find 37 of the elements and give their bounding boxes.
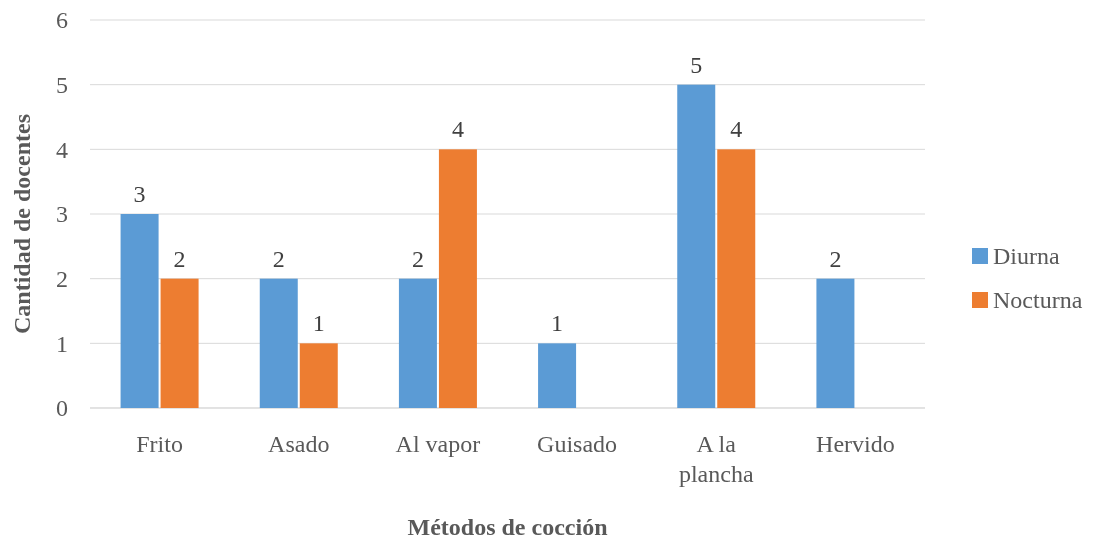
data-label: 1 [551, 310, 564, 337]
data-label: 2 [829, 245, 842, 272]
data-label: 4 [451, 116, 464, 143]
y-tick-label: 4 [56, 136, 68, 163]
bar [538, 343, 577, 408]
y-tick-label: 3 [56, 201, 68, 228]
bar [438, 149, 477, 408]
x-tick-label: Asado [268, 431, 330, 457]
bar [120, 214, 159, 408]
bar [677, 84, 716, 408]
y-tick-label: 2 [56, 266, 68, 293]
bar [259, 278, 298, 408]
data-label: 2 [272, 245, 285, 272]
x-tick-label: Hervido [816, 431, 895, 457]
bar [299, 343, 338, 408]
data-label: 5 [690, 51, 703, 78]
x-tick-label: Al vapor [395, 431, 481, 457]
y-tick-label: 1 [56, 330, 68, 357]
y-tick-label: 5 [56, 72, 68, 99]
legend-label: Diurna [993, 243, 1060, 270]
y-axis-title: Cantidad de docentes [9, 113, 35, 335]
x-axis-title: Métodos de cocción [407, 514, 608, 540]
y-tick-label: 6 [56, 7, 68, 34]
data-label: 2 [411, 245, 424, 272]
data-label: 2 [173, 245, 186, 272]
bar [398, 278, 437, 408]
bar [816, 278, 855, 408]
legend-label: Nocturna [993, 287, 1083, 314]
bar [160, 278, 199, 408]
data-label: 4 [730, 116, 743, 143]
x-tick-label: Frito [136, 431, 183, 457]
data-label: 1 [312, 310, 325, 337]
x-tick-label: A la plancha [678, 431, 754, 487]
x-tick-label: Guisado [537, 431, 618, 457]
bar [717, 149, 756, 408]
data-label: 3 [133, 181, 146, 207]
y-tick-label: 0 [56, 395, 68, 422]
